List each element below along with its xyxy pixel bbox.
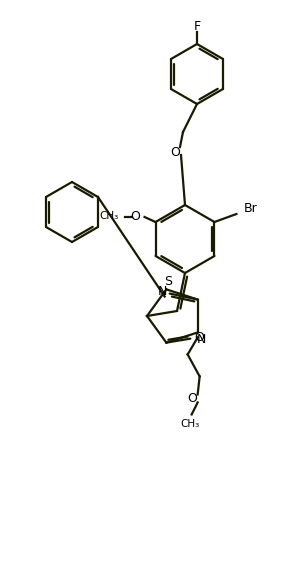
Text: O: O <box>131 209 141 223</box>
Text: CH₃: CH₃ <box>180 420 199 429</box>
Text: CH₃: CH₃ <box>99 211 118 221</box>
Text: O: O <box>194 331 204 344</box>
Text: N: N <box>158 285 167 298</box>
Text: N: N <box>197 333 206 346</box>
Text: F: F <box>194 20 201 33</box>
Text: O: O <box>188 392 198 405</box>
Text: Br: Br <box>244 201 257 214</box>
Text: S: S <box>164 275 172 288</box>
Text: O: O <box>170 146 180 158</box>
